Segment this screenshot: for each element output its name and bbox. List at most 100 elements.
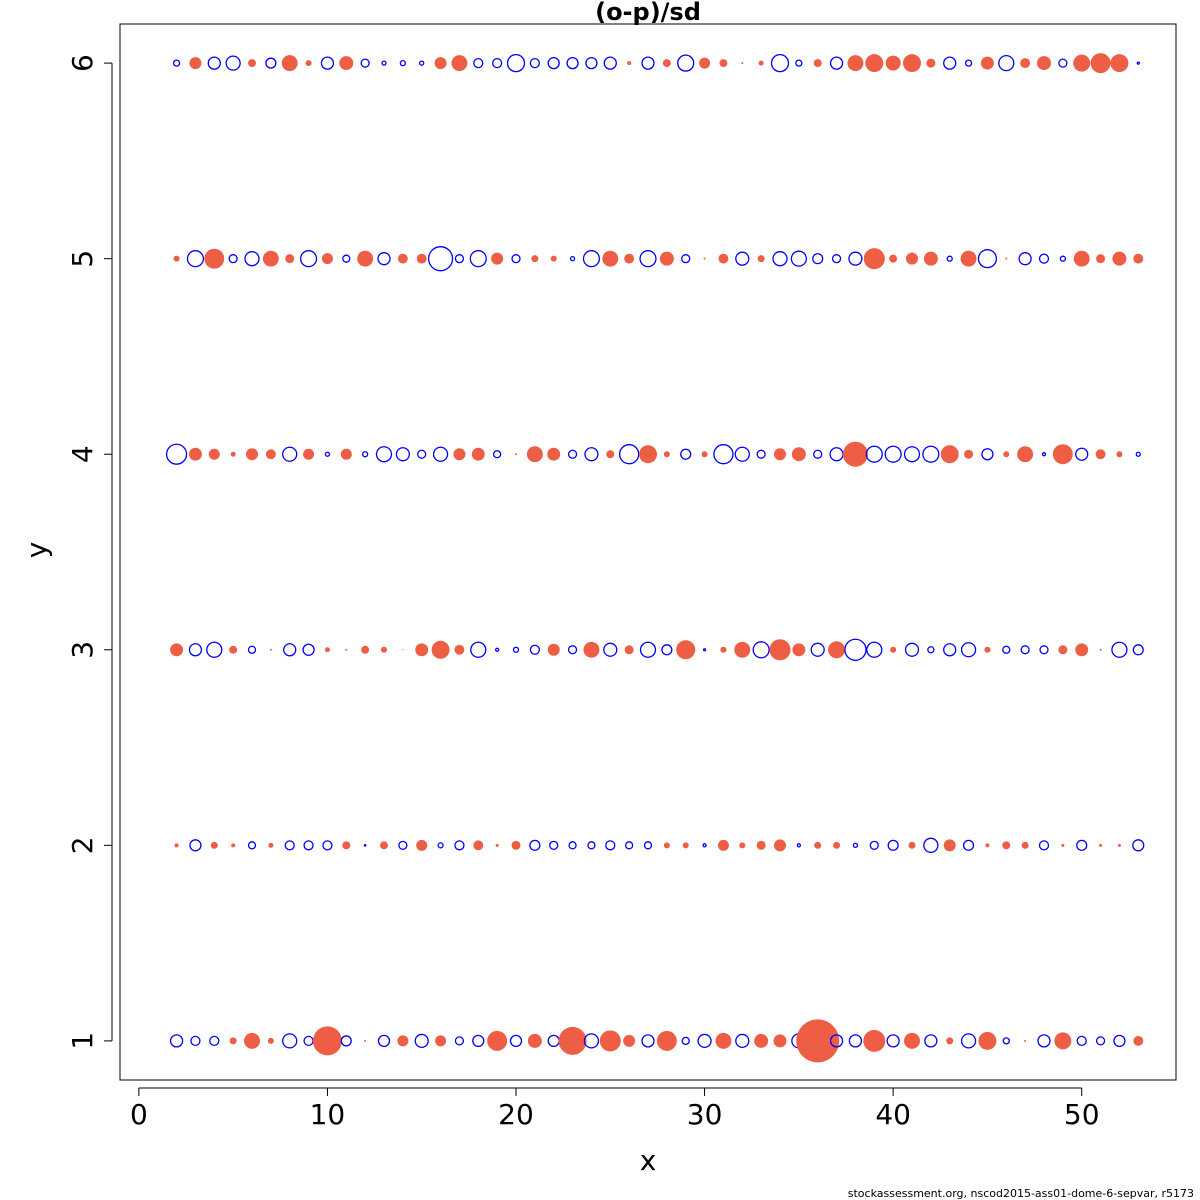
bubble-negative (302, 643, 315, 656)
bubble-negative (322, 840, 333, 851)
bubble-positive (715, 1032, 732, 1049)
bubble-negative (377, 1034, 391, 1048)
bubble-positive (1020, 58, 1031, 69)
bubble-negative (829, 1034, 844, 1048)
footer-credit: stockassessment.org, nscod2015-ass01-dom… (848, 1187, 1194, 1200)
bubble-positive (796, 1019, 840, 1063)
bubble-negative (398, 840, 408, 850)
bubble-positive (312, 1026, 342, 1056)
bubble-negative (865, 445, 883, 463)
bubble-negative (869, 840, 879, 850)
bubble-negative (964, 59, 973, 67)
bubble-positive (397, 253, 408, 264)
bubble-positive (170, 643, 184, 657)
bubble-positive (889, 254, 898, 263)
bubble-positive (471, 447, 485, 461)
bubble-negative (509, 1034, 523, 1048)
bubble-negative (587, 841, 596, 850)
bubble-positive (547, 447, 561, 461)
bubble-positive (208, 448, 220, 460)
bubble-negative (639, 641, 657, 658)
bubble-positive (1116, 451, 1123, 458)
bubble-negative (677, 54, 695, 72)
bubble-positive (1099, 843, 1103, 847)
bubble-negative (813, 449, 823, 459)
bubble-positive (599, 1030, 621, 1052)
bubble-negative (547, 56, 560, 70)
plot-frame (119, 23, 1177, 1081)
bubble-negative (282, 446, 298, 462)
bubble-positive (814, 841, 822, 849)
bubble-negative (512, 646, 520, 653)
bubble-positive (495, 843, 499, 847)
bubble-positive (204, 248, 225, 269)
bubble-positive (246, 448, 258, 461)
bubble-negative (1132, 839, 1145, 852)
bubble-positive (397, 1035, 409, 1047)
bubble-negative (1038, 253, 1050, 264)
bubble-negative (702, 648, 707, 652)
bubble-positive (1054, 1032, 1072, 1050)
bubble-positive (741, 62, 744, 65)
bubble-negative (848, 1034, 863, 1048)
bubble-negative (340, 1035, 352, 1047)
bubble-negative (1113, 1034, 1126, 1048)
bubble-negative (639, 250, 657, 268)
bubble-negative (567, 645, 578, 655)
bubble-negative (569, 256, 576, 262)
bubble-negative (419, 60, 425, 66)
bubble-positive (248, 59, 256, 68)
bubble-negative (790, 250, 808, 267)
bubble-positive (718, 253, 729, 264)
bubble-positive (720, 646, 727, 653)
bubble-negative (427, 246, 454, 272)
bubble-positive (1021, 841, 1029, 849)
bubble-positive (980, 56, 994, 70)
bubble-positive (229, 1037, 237, 1045)
bubble-negative (887, 839, 899, 851)
bubble-positive (699, 57, 711, 69)
bubble-positive (380, 841, 388, 850)
bubble-negative (375, 446, 393, 463)
bubble-positive (602, 250, 619, 267)
bubble-positive (906, 252, 918, 265)
bubble-positive (769, 639, 791, 661)
bubble-positive (1024, 1039, 1027, 1042)
bubble-positive (321, 253, 333, 265)
bubble-negative (206, 641, 223, 658)
bubble-negative (582, 250, 601, 268)
bubble-negative (494, 647, 500, 652)
bubble-negative (228, 254, 238, 264)
bubble-negative (469, 250, 487, 268)
bubble-negative (472, 1034, 485, 1048)
bubble-positive (985, 843, 990, 848)
y-tick-label: 3 (66, 641, 99, 659)
bubble-positive (984, 646, 991, 653)
bubble-negative (605, 840, 616, 851)
bubble-positive (339, 56, 354, 71)
bubble-positive (265, 449, 276, 460)
bubble-positive (357, 250, 374, 267)
bubble-positive (1052, 444, 1073, 465)
bubble-negative (866, 641, 883, 658)
bubble-positive (281, 55, 298, 72)
bubble-positive (773, 1034, 787, 1048)
x-tick-label: 10 (310, 1098, 346, 1131)
bubble-positive (173, 255, 180, 262)
bubble-negative (852, 842, 859, 848)
bubble-positive (774, 839, 786, 852)
bubble-negative (844, 638, 867, 661)
bubble-negative (360, 58, 370, 68)
bubbles (165, 53, 1145, 1063)
bubble-negative (903, 446, 921, 463)
bubble-positive (659, 251, 674, 266)
bubble-positive (558, 1026, 587, 1055)
bubble-negative (960, 1033, 977, 1049)
bubble-negative (624, 841, 634, 850)
bubble-negative (567, 449, 578, 459)
x-axis-title: x (640, 1144, 657, 1177)
bubble-positive (701, 451, 708, 458)
bubble-positive (624, 253, 635, 264)
bubble-positive (885, 55, 901, 71)
y-tick-label: 4 (66, 445, 99, 463)
